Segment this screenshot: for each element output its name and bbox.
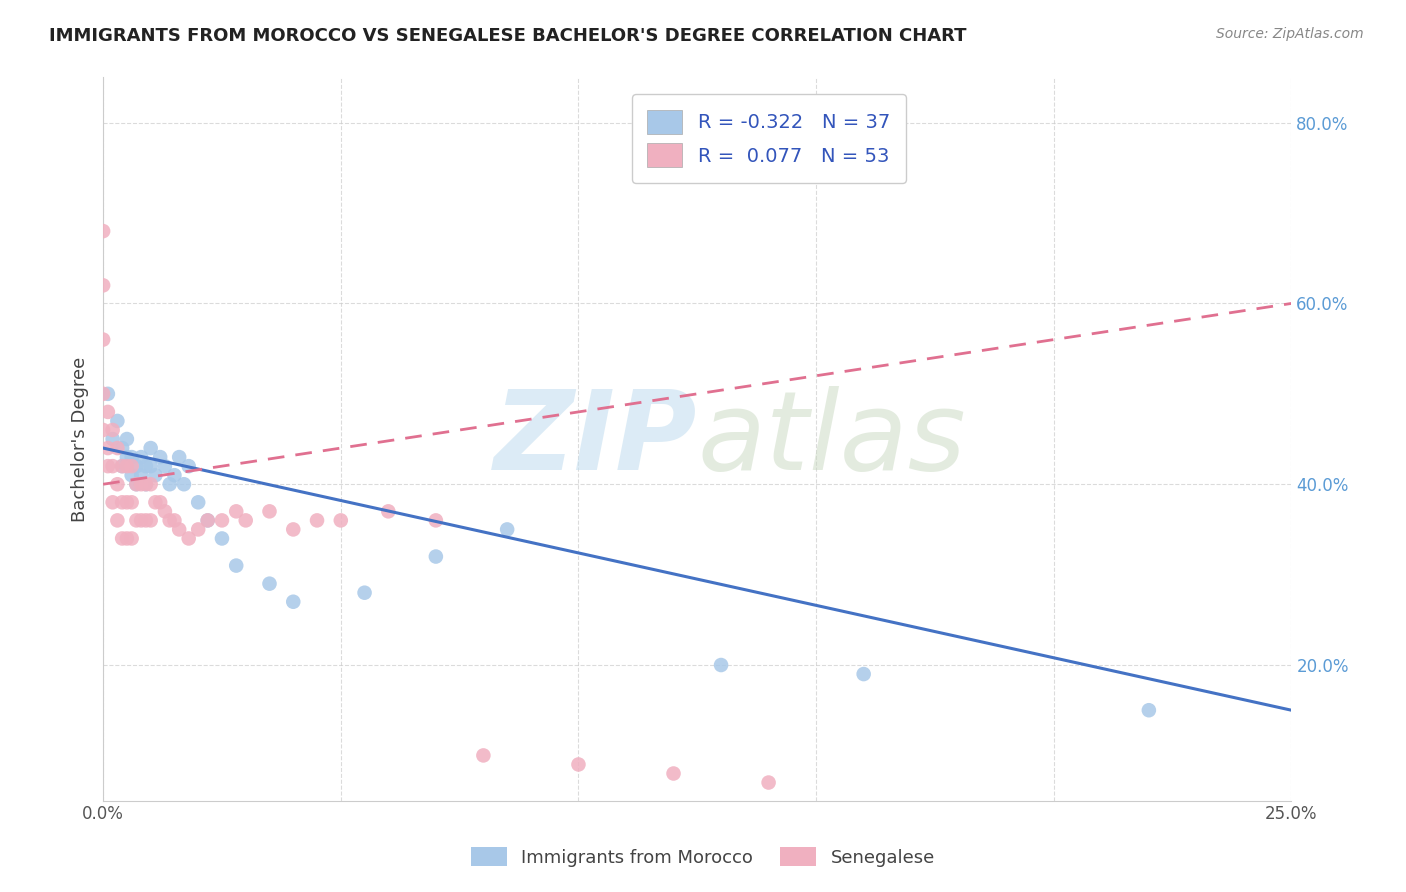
Point [135, 459, 157, 474]
Point [101, 459, 124, 474]
Point [121, 468, 143, 483]
Point [305, 513, 328, 527]
Point [211, 532, 233, 546]
Point [121, 532, 143, 546]
Point [91, 333, 114, 347]
Point [125, 477, 148, 491]
Y-axis label: Bachelor's Degree: Bachelor's Degree [72, 357, 89, 522]
Point [115, 450, 138, 464]
Point [259, 576, 281, 591]
Point [139, 513, 162, 527]
Point [145, 495, 167, 509]
Legend: R = -0.322   N = 37, R =  0.077   N = 53: R = -0.322 N = 37, R = 0.077 N = 53 [631, 95, 905, 183]
Point [111, 459, 134, 474]
Point [97, 459, 120, 474]
Point [111, 495, 134, 509]
Point [153, 459, 176, 474]
Point [167, 450, 190, 464]
Point [135, 477, 157, 491]
Point [283, 595, 305, 609]
Point [139, 477, 162, 491]
Point [115, 432, 138, 446]
Point [662, 766, 685, 780]
Point [105, 414, 128, 428]
Point [97, 441, 120, 455]
Point [177, 459, 200, 474]
Text: Source: ZipAtlas.com: Source: ZipAtlas.com [1216, 27, 1364, 41]
Point [225, 558, 247, 573]
Point [329, 513, 352, 527]
Point [115, 532, 138, 546]
Point [167, 523, 190, 537]
Point [173, 477, 195, 491]
Point [129, 450, 152, 464]
Point [111, 441, 134, 455]
Point [149, 495, 172, 509]
Text: IMMIGRANTS FROM MOROCCO VS SENEGALESE BACHELOR'S DEGREE CORRELATION CHART: IMMIGRANTS FROM MOROCCO VS SENEGALESE BA… [49, 27, 967, 45]
Point [129, 468, 152, 483]
Point [101, 495, 124, 509]
Point [111, 459, 134, 474]
Point [163, 513, 186, 527]
Text: ZIP: ZIP [494, 385, 697, 492]
Point [129, 477, 152, 491]
Point [187, 495, 209, 509]
Point [125, 513, 148, 527]
Point [91, 278, 114, 293]
Point [101, 423, 124, 437]
Point [121, 459, 143, 474]
Point [758, 775, 780, 789]
Point [115, 495, 138, 509]
Point [121, 450, 143, 464]
Text: atlas: atlas [697, 385, 966, 492]
Point [259, 504, 281, 518]
Point [97, 387, 120, 401]
Point [852, 667, 875, 681]
Point [472, 748, 495, 763]
Point [153, 504, 176, 518]
Point [353, 585, 375, 599]
Point [211, 513, 233, 527]
Point [177, 532, 200, 546]
Point [197, 513, 219, 527]
Point [105, 441, 128, 455]
Point [283, 523, 305, 537]
Point [125, 477, 148, 491]
Legend: Immigrants from Morocco, Senegalese: Immigrants from Morocco, Senegalese [464, 840, 942, 874]
Point [91, 387, 114, 401]
Point [135, 477, 157, 491]
Point [225, 504, 247, 518]
Point [710, 658, 733, 673]
Point [125, 459, 148, 474]
Point [197, 513, 219, 527]
Point [105, 477, 128, 491]
Point [105, 513, 128, 527]
Point [149, 450, 172, 464]
Point [163, 468, 186, 483]
Point [135, 513, 157, 527]
Point [97, 405, 120, 419]
Point [567, 757, 589, 772]
Point [1137, 703, 1160, 717]
Point [139, 441, 162, 455]
Point [377, 504, 399, 518]
Point [111, 532, 134, 546]
Point [121, 495, 143, 509]
Point [101, 432, 124, 446]
Point [496, 523, 519, 537]
Point [425, 549, 447, 564]
Point [145, 468, 167, 483]
Point [187, 523, 209, 537]
Point [115, 459, 138, 474]
Point [129, 513, 152, 527]
Point [139, 459, 162, 474]
Point [235, 513, 257, 527]
Point [425, 513, 447, 527]
Point [91, 423, 114, 437]
Point [159, 477, 181, 491]
Point [91, 224, 114, 238]
Point [159, 513, 181, 527]
